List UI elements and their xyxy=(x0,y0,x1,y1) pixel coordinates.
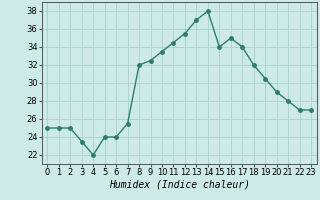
X-axis label: Humidex (Indice chaleur): Humidex (Indice chaleur) xyxy=(109,180,250,190)
